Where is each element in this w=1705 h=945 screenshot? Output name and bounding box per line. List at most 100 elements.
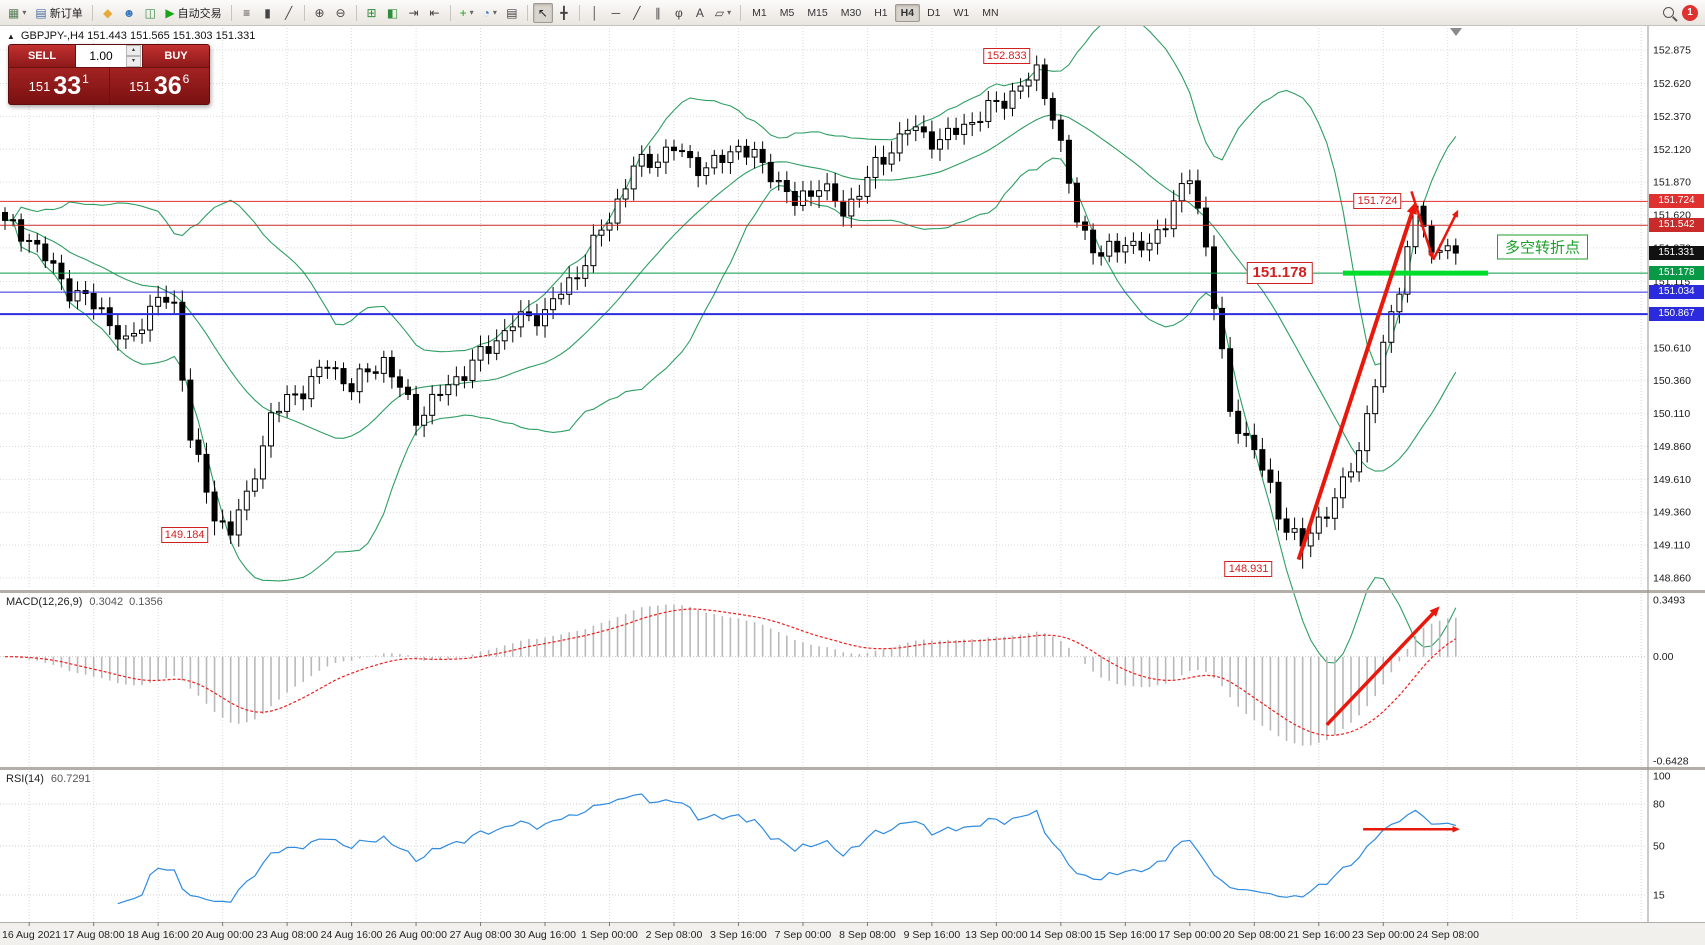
axis-label: 14 Sep 08:00 <box>1030 929 1093 941</box>
trend-arrow-3[interactable] <box>1432 209 1459 261</box>
timeframe-w1-button[interactable]: W1 <box>948 4 976 22</box>
volume-up-button[interactable]: ▴ <box>126 45 141 56</box>
chart-shift-button[interactable]: ⇤ <box>425 3 445 23</box>
cursor-button[interactable]: ↖ <box>532 2 553 23</box>
templates-button[interactable]: ▤ <box>502 3 522 23</box>
bar-chart-icon: ≡ <box>243 5 251 20</box>
trend-arrow-1[interactable] <box>1296 201 1417 561</box>
fibonacci-icon: φ <box>674 5 683 20</box>
axis-label: 13 Sep 00:00 <box>965 929 1028 941</box>
timeframe-m5-button[interactable]: M5 <box>774 4 801 22</box>
axis-label: 151.370 <box>1653 242 1691 254</box>
timeframe-d1-button[interactable]: D1 <box>921 4 946 22</box>
buy-button[interactable]: BUY <box>143 45 209 67</box>
timeframe-h4-button[interactable]: H4 <box>894 3 921 22</box>
line-chart-button[interactable]: ╱ <box>279 3 299 23</box>
channel-button[interactable]: ∥ <box>648 3 668 23</box>
volume-input[interactable] <box>76 45 126 67</box>
new-order-button-label: 新订单 <box>49 7 83 20</box>
panel-separator[interactable] <box>0 767 1705 770</box>
axis-label: 150.865 <box>1653 309 1691 321</box>
chart-shift-marker[interactable] <box>1450 28 1462 36</box>
axis-label: 152.370 <box>1653 111 1691 123</box>
timeframe-m30-button[interactable]: M30 <box>835 4 867 22</box>
cascade-windows-icon: ◧ <box>386 5 399 20</box>
toolbar-separator <box>303 4 305 21</box>
axis-label: 27 Aug 08:00 <box>450 929 512 941</box>
time-axis-strip <box>0 923 1705 945</box>
bar-chart-button[interactable]: ≡ <box>237 3 257 23</box>
dropdown-caret-icon: ▾ <box>22 8 27 17</box>
dropdown-caret-icon: ▾ <box>492 8 497 17</box>
axis-label: 30 Aug 16:00 <box>514 929 576 941</box>
timeframe-mn-button[interactable]: MN <box>976 4 1004 22</box>
periods-button[interactable]: ◔ ▾ <box>479 3 501 23</box>
trade-panel-toggle[interactable]: ▲ <box>7 31 15 41</box>
vertical-line-button[interactable]: │ <box>585 3 605 23</box>
axis-label: 149.360 <box>1653 507 1691 519</box>
zoom-in-icon: ⊕ <box>314 5 325 20</box>
macd-main-value: 0.3042 <box>89 596 124 608</box>
candlestick-chart-icon: ▮ <box>264 5 271 20</box>
axis-label: 17 Sep 00:00 <box>1159 929 1222 941</box>
toolbar-separator <box>449 4 451 21</box>
notification-badge[interactable]: 1 <box>1682 4 1698 21</box>
candlestick-chart-button[interactable]: ▮ <box>258 3 278 23</box>
zoom-in-button[interactable]: ⊕ <box>310 3 330 23</box>
axis-label: 151.870 <box>1653 177 1691 189</box>
new-order-icon: ▤ <box>35 5 47 20</box>
timeframe-m15-button[interactable]: M15 <box>801 4 833 22</box>
axis-label: 151.115 <box>1653 276 1690 288</box>
rsi-trend-arrow[interactable] <box>1363 825 1460 833</box>
sell-price[interactable]: 151 33 1 <box>9 68 110 104</box>
buy-price[interactable]: 151 36 6 <box>109 68 209 104</box>
crosshair-button[interactable]: ╋ <box>554 3 574 23</box>
volume-down-button[interactable]: ▾ <box>126 56 141 67</box>
buy-price-point: 6 <box>182 72 190 86</box>
autotrading-button-label: 自动交易 <box>177 7 222 20</box>
auto-scroll-button[interactable]: ⇥ <box>404 3 424 23</box>
axis-label: 150.360 <box>1653 375 1691 387</box>
new-order-button[interactable]: ▤ 新订单 <box>31 3 86 23</box>
axis-label: 0.00 <box>1653 651 1674 663</box>
market-watch-icon[interactable]: ◫ <box>140 3 160 23</box>
dropdown-caret-icon: ▾ <box>727 8 732 17</box>
toolbar-separator <box>740 4 742 21</box>
macd-trend-arrow[interactable] <box>1325 606 1440 727</box>
rsi-panel-title: RSI(14) 60.7291 <box>6 773 91 785</box>
horizontal-line-button[interactable]: ─ <box>606 3 626 23</box>
panel-separator[interactable] <box>0 590 1705 593</box>
axis-label: 26 Aug 00:00 <box>385 929 447 941</box>
axis-label: 150.610 <box>1653 342 1691 354</box>
search-button[interactable] <box>1658 3 1678 23</box>
dropdown-caret-icon: ▾ <box>469 8 474 17</box>
tile-windows-button[interactable]: ⊞ <box>362 3 382 23</box>
trendline-button[interactable]: ╱ <box>627 3 647 23</box>
indicators-button[interactable]: + ▾ <box>456 3 478 23</box>
autotrading-icon: ▶ <box>165 5 175 20</box>
macd-signal-value: 0.1356 <box>129 596 163 608</box>
fibonacci-button[interactable]: φ <box>669 3 689 23</box>
timeframe-m1-button[interactable]: M1 <box>746 4 773 22</box>
cascade-windows-button[interactable]: ◧ <box>383 3 403 23</box>
zoom-out-button[interactable]: ⊖ <box>331 3 351 23</box>
axis-label: 148.860 <box>1653 573 1691 585</box>
toolbar-separator <box>91 4 93 21</box>
shapes-button[interactable]: ▱ ▾ <box>711 3 735 23</box>
trend-arrow-2[interactable] <box>1410 190 1435 260</box>
autotrading-button[interactable]: ▶ 自动交易 <box>161 3 225 23</box>
timeframe-h1-button[interactable]: H1 <box>868 4 893 22</box>
trendline-icon: ╱ <box>633 5 641 20</box>
favorites-icon[interactable]: ◆ <box>98 3 118 23</box>
rsi-title: RSI(14) <box>6 773 44 785</box>
sell-button[interactable]: SELL <box>9 45 76 67</box>
vertical-line-icon: │ <box>591 5 599 20</box>
axis-label: 15 <box>1653 890 1665 902</box>
indicators-icon: + <box>459 5 467 20</box>
new-chart-button[interactable]: ▦ ▾ <box>4 3 30 23</box>
market-watch-icon-icon: ◫ <box>144 5 157 20</box>
text-button[interactable]: A <box>690 3 710 23</box>
community-icon[interactable]: ☻ <box>119 3 140 23</box>
